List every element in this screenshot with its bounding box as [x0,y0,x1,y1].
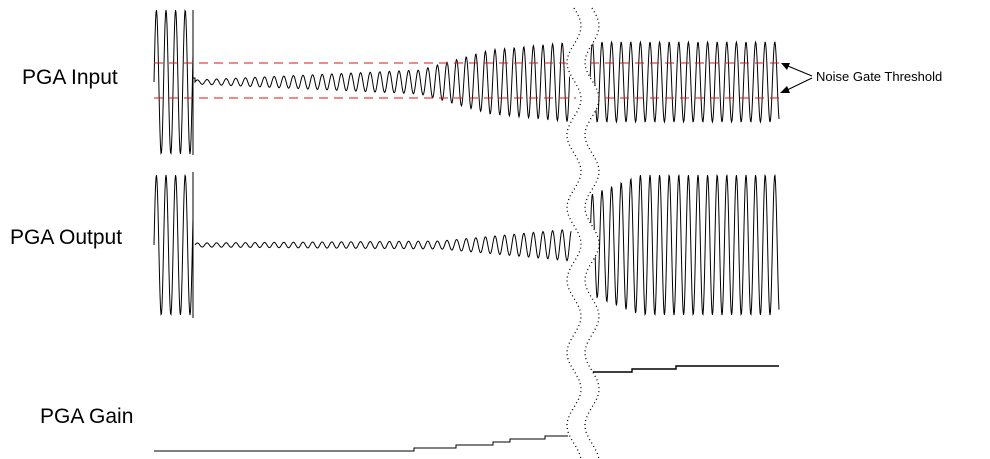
noise-gate-threshold-lines [154,62,779,99]
threshold-arrows [780,63,813,93]
output-burst-segment [153,174,194,316]
pga-input-waveform [153,9,780,155]
output-steady-segment [589,174,780,316]
noise-gate-threshold-label: Noise Gate Threshold [816,69,943,84]
pga-output-label: PGA Output [10,226,123,249]
break-mask [565,3,599,459]
arrow-upper-head [781,63,790,70]
arrow-lower-head [780,86,790,93]
pga-gain-label: PGA Gain [40,405,134,428]
pga-output-waveform [153,172,780,318]
gain-steps-high [592,365,779,373]
break-line-left [566,7,582,459]
output-ramp-segment [194,229,572,262]
pga-input-label: PGA Input [22,66,118,89]
pga-gain-staircase [154,365,779,452]
input-steady-segment [589,40,780,124]
gain-steps-low [154,434,572,452]
input-burst-segment [153,9,194,155]
input-ramp-segment [193,42,572,123]
break-line-right [584,7,600,459]
time-break-marker [565,3,600,459]
